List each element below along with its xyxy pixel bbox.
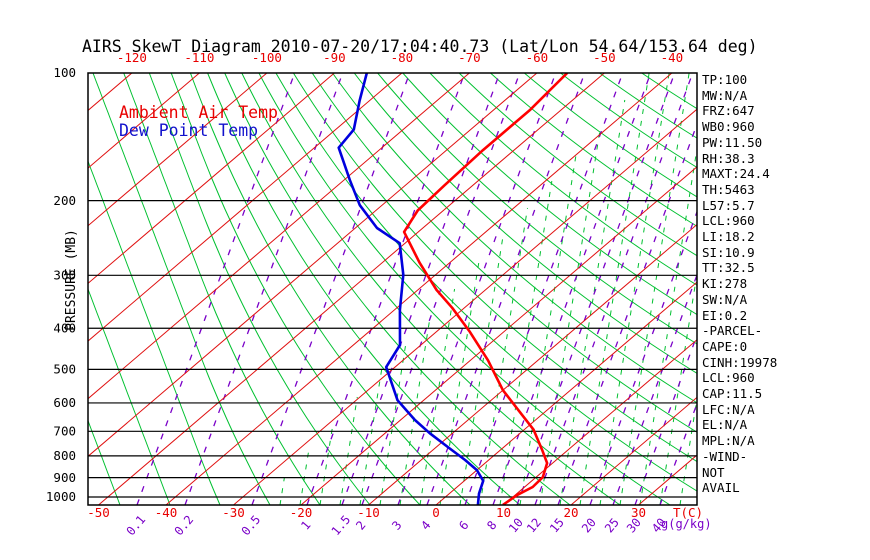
stat-row: LCL:960	[702, 370, 755, 386]
bottom-temp-tick: -50	[87, 505, 110, 520]
stat-row: TP:100	[702, 72, 748, 87]
pressure-tick: 700	[53, 424, 76, 439]
stat-row: TT:32.5	[702, 260, 755, 276]
stat-row: RH:38.3	[702, 150, 755, 166]
top-temp-tick: -90	[323, 50, 346, 65]
stat-row: KI:278	[702, 276, 748, 292]
mixing-ratio-lines	[136, 73, 697, 505]
bottom-temp-tick: -30	[222, 505, 245, 520]
bottom-temp-tick: 30	[631, 505, 646, 520]
stat-row: NOT	[702, 464, 725, 480]
top-temp-tick: -40	[661, 50, 684, 65]
mixing-ratio-tick: 20	[579, 515, 599, 535]
stat-row: MAXT:24.4	[702, 166, 770, 182]
stat-row: MW:N/A	[702, 87, 748, 103]
stat-row: FRZ:647	[702, 103, 755, 119]
bottom-temp-tick: -20	[290, 505, 313, 520]
stat-row: CINH:19978	[702, 354, 778, 370]
ambient-air-temp-trace	[402, 73, 569, 505]
stat-row: EL:N/A	[702, 417, 748, 433]
pressure-tick: 1000	[46, 489, 76, 504]
stat-row: CAPE:0	[702, 338, 748, 354]
stat-row: PW:11.50	[702, 134, 763, 150]
pressure-lines	[88, 200, 697, 498]
mixing-ratio-tick: 0.1	[124, 513, 149, 539]
mixing-ratio-tick: 1	[298, 518, 313, 533]
moist-adiabat-dashed-lines	[279, 73, 697, 505]
stat-row: AVAIL	[702, 480, 740, 496]
stat-row: -PARCEL-	[702, 323, 763, 339]
plot-frame	[87, 72, 698, 506]
stat-row: LFC:N/A	[702, 401, 755, 417]
dew-point-temp-trace	[337, 73, 485, 505]
dry-adiabat-lines	[88, 73, 697, 505]
legend-dew-point-temp: Dew Point Temp	[119, 121, 259, 140]
stat-row: -WIND-	[702, 448, 748, 464]
stat-row: EI:0.2	[702, 307, 748, 323]
pressure-tick: 200	[53, 193, 76, 208]
isotherm-lines	[88, 73, 697, 505]
grid-lines	[88, 73, 697, 505]
stat-row: LCL:960	[702, 213, 755, 229]
top-temp-tick: -60	[526, 50, 549, 65]
stat-row: SW:N/A	[702, 291, 748, 307]
mixing-ratio-tick: 25	[602, 515, 622, 535]
pressure-tick: 800	[53, 448, 76, 463]
mixing-ratio-tick: 12	[524, 515, 544, 535]
pressure-axis-caption: PRESSURE (MB)	[64, 229, 79, 331]
stat-row: SI:10.9	[702, 244, 755, 260]
mixing-ratio-tick: 8	[484, 518, 499, 533]
mixing-ratio-axis-caption: g(g/kg)	[661, 517, 712, 531]
bottom-temp-tick: 10	[496, 505, 511, 520]
mixing-ratio-tick: 2	[353, 518, 368, 533]
bottom-temp-tick: 20	[563, 505, 578, 520]
pressure-tick: 300	[53, 267, 76, 282]
bottom-temp-tick: 0	[432, 505, 440, 520]
stat-row: LI:18.2	[702, 229, 755, 245]
stat-row: MPL:N/A	[702, 433, 755, 449]
mixing-ratio-tick: 1.5	[329, 513, 354, 539]
stat-row: CAP:11.5	[702, 386, 763, 402]
mixing-ratio-tick: 3	[389, 518, 404, 533]
mixing-ratio-tick: 4	[418, 518, 433, 533]
stats-panel: TP:100 MW:N/A FRZ:647 WB0:960 PW:11.50 R…	[702, 72, 777, 496]
chart-title: AIRS SkewT Diagram 2010-07-20/17:04:40.7…	[82, 37, 758, 56]
bottom-temp-tick: -10	[357, 505, 380, 520]
pressure-tick: 600	[53, 395, 76, 410]
stat-row: TH:5463	[702, 181, 755, 197]
bottom-temp-tick: -40	[155, 505, 178, 520]
pressure-tick: 400	[53, 320, 76, 335]
top-temp-tick: -80	[391, 50, 414, 65]
mixing-ratio-tick: 6	[456, 518, 471, 533]
pressure-tick: 500	[53, 362, 76, 377]
top-temp-tick: -100	[252, 50, 282, 65]
temp-axis-caption: T(C)	[673, 505, 703, 520]
pressure-tick: 100	[53, 65, 76, 80]
legend-ambient-air-temp: Ambient Air Temp	[119, 103, 278, 122]
top-temp-tick: -110	[184, 50, 214, 65]
top-temp-tick: -120	[117, 50, 147, 65]
top-temp-tick: -70	[458, 50, 481, 65]
top-temp-tick: -50	[593, 50, 616, 65]
pressure-tick: 900	[53, 470, 76, 485]
stat-row: L57:5.7	[702, 197, 755, 213]
stat-row: WB0:960	[702, 119, 755, 135]
